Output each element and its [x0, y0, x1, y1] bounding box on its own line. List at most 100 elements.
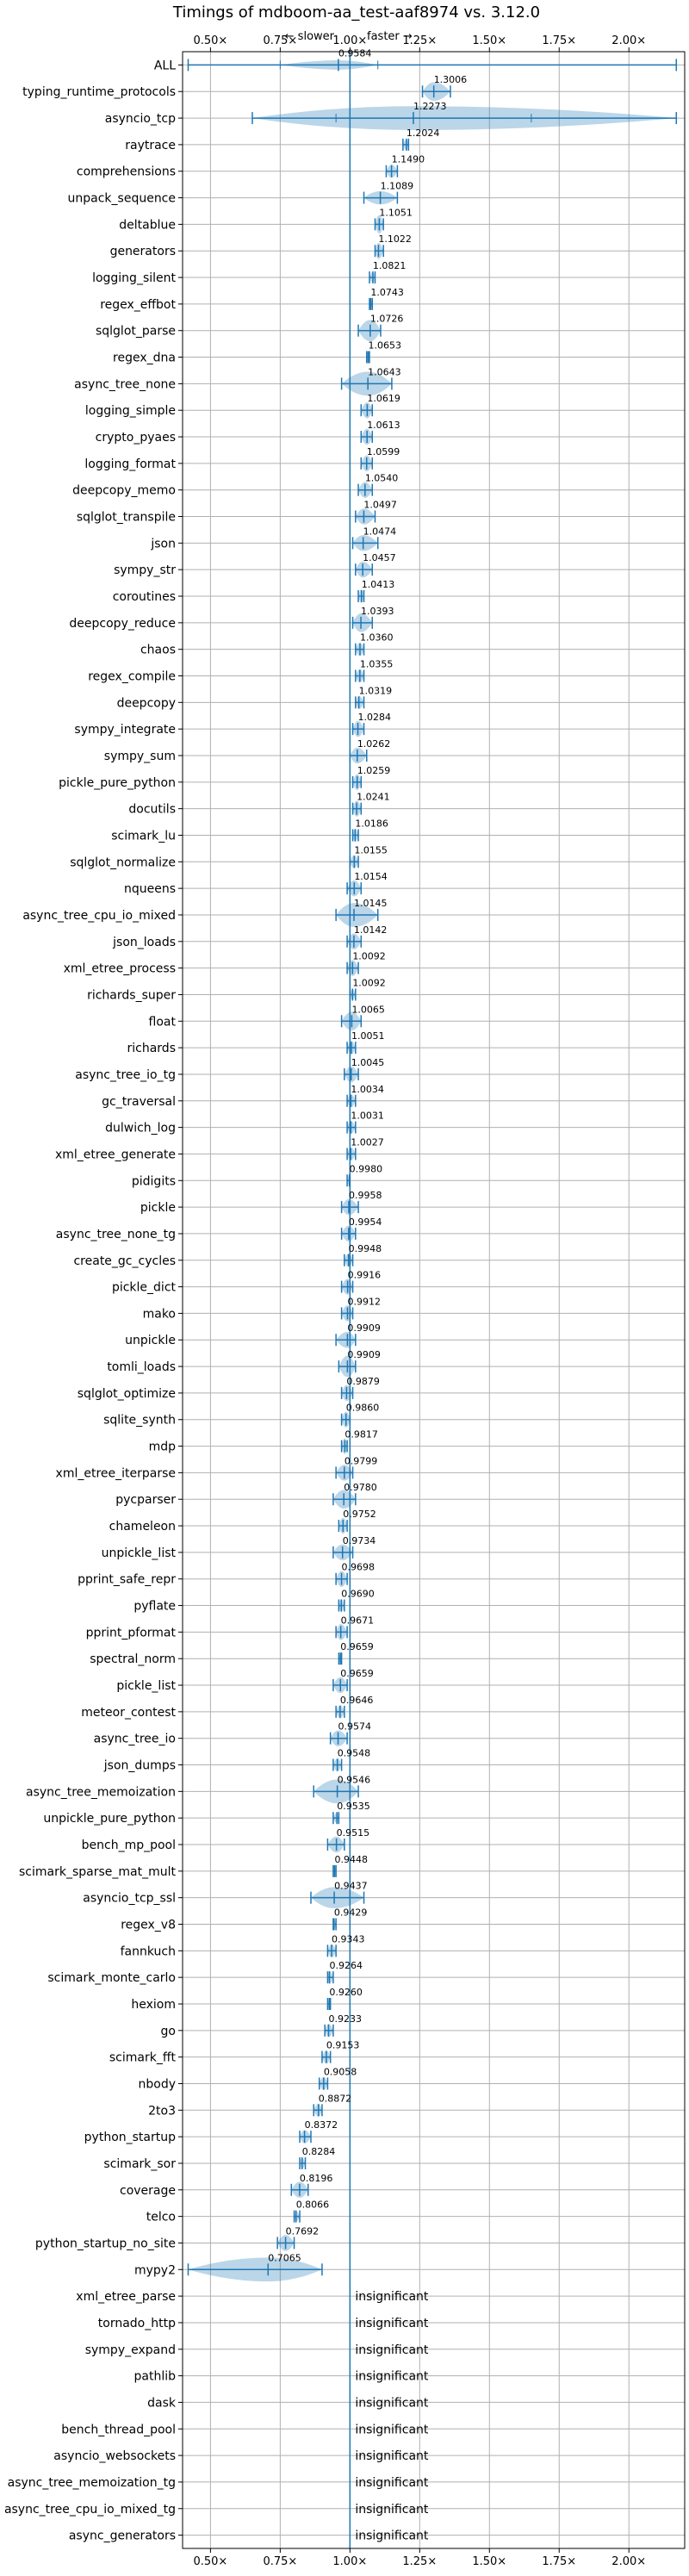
benchmark-label: deepcopy_memo — [72, 484, 176, 498]
value-label: 0.7692 — [286, 2225, 320, 2237]
benchmark-label: pidigits — [132, 1174, 176, 1188]
value-label: 1.0599 — [367, 446, 400, 457]
value-label: 0.9343 — [332, 1933, 365, 1944]
value-label: 0.9780 — [344, 1482, 377, 1493]
x-axis-top: 0.50× 0.75× 1.00× 1.25× 1.50× 1.75× 2.00× — [193, 34, 646, 52]
value-label: 1.0145 — [354, 898, 388, 909]
benchmark-label: regex_dna — [113, 352, 176, 365]
benchmark-label: json_loads — [112, 936, 176, 949]
benchmark-label: meteor_contest — [81, 1706, 176, 1720]
value-label: 0.9671 — [341, 1615, 375, 1626]
benchmark-label: typing_runtime_protocols — [22, 85, 176, 99]
benchmark-label: scimark_sparse_mat_mult — [19, 1865, 176, 1879]
value-label: 1.0355 — [360, 659, 394, 670]
value-label: 0.9659 — [340, 1641, 374, 1652]
benchmark-label: logging_silent — [92, 271, 176, 285]
value-label: 0.8284 — [302, 2146, 336, 2157]
benchmark-label: go — [161, 2025, 176, 2038]
value-label: 0.8872 — [319, 2093, 352, 2104]
value-label: 1.0497 — [363, 500, 397, 511]
benchmark-label: richards_super — [87, 988, 176, 1002]
value-label: 1.0393 — [361, 606, 394, 617]
benchmark-label: unpickle_list — [102, 1546, 177, 1560]
value-label: 1.0155 — [354, 844, 388, 856]
chart-title: Timings of mdboom-aa_test-aaf8974 vs. 3.… — [172, 3, 540, 22]
benchmark-label: mypy2 — [134, 2263, 176, 2277]
value-label: 1.0027 — [351, 1136, 384, 1148]
benchmark-label: dask — [147, 2396, 177, 2410]
value-label: 0.9264 — [329, 1960, 363, 1971]
value-label: 1.0413 — [362, 579, 395, 590]
plot-frame — [182, 51, 686, 2549]
benchmark-label: ALL — [154, 59, 176, 72]
benchmark-label: async_tree_io_tg — [75, 1068, 176, 1082]
x-tick-label-bottom: 1.25× — [402, 2555, 437, 2568]
value-label: 0.9954 — [349, 1216, 382, 1228]
benchmark-label: deltablue — [119, 218, 176, 232]
value-label: 0.9448 — [334, 1854, 368, 1865]
value-label: 0.9879 — [346, 1376, 380, 1387]
insignificant-label: insignificant — [355, 2449, 429, 2463]
benchmark-label: chameleon — [109, 1520, 176, 1534]
value-label: 0.9909 — [347, 1322, 381, 1334]
benchmark-label: python_startup_no_site — [35, 2237, 176, 2250]
benchmark-label: deepcopy — [117, 696, 176, 710]
benchmark-label: coroutines — [113, 590, 176, 604]
benchmark-label: bench_mp_pool — [82, 1839, 176, 1852]
grid-layer — [183, 52, 685, 2548]
benchmark-label: deepcopy_reduce — [69, 617, 176, 631]
x-tick-label-top: 1.00× — [332, 34, 367, 47]
benchmark-label: regex_effbot — [100, 298, 176, 312]
x-tick-label-bottom: 1.75× — [542, 2555, 576, 2568]
benchmark-label: pickle — [140, 1201, 176, 1215]
value-label: 0.8066 — [296, 2200, 330, 2211]
value-label: 1.0034 — [351, 1084, 384, 1095]
value-label: 1.1089 — [381, 181, 414, 192]
value-label: 1.0154 — [354, 871, 388, 882]
value-label: 1.0540 — [365, 473, 399, 484]
benchmark-label: richards — [127, 1042, 177, 1055]
value-label: 1.0726 — [370, 314, 404, 325]
value-label: 1.0092 — [352, 977, 386, 988]
x-tick-label-top: 1.25× — [402, 34, 437, 47]
value-label: 1.0031 — [351, 1111, 384, 1122]
insignificant-label: insignificant — [355, 2343, 429, 2357]
value-label: 0.9233 — [328, 2013, 362, 2025]
value-label: 0.9437 — [334, 1881, 368, 1892]
value-label: 1.0821 — [373, 260, 407, 271]
value-label: 1.0259 — [357, 765, 391, 776]
benchmark-label: unpack_sequence — [68, 192, 176, 206]
benchmark-label: pickle_pure_python — [59, 776, 176, 790]
benchmark-label: async_tree_memoization — [26, 1785, 176, 1799]
benchmark-label: crypto_pyaes — [96, 431, 176, 445]
benchmark-label: gc_traversal — [102, 1095, 176, 1109]
benchmark-label: pycparser — [115, 1493, 176, 1507]
benchmark-label: sqlglot_optimize — [78, 1387, 176, 1401]
benchmark-label: sympy_str — [114, 563, 176, 577]
insignificant-label: insignificant — [355, 2423, 429, 2436]
benchmark-label: xml_etree_parse — [76, 2290, 176, 2304]
benchmark-label: hexiom — [131, 1998, 176, 2012]
value-label: 1.0743 — [370, 287, 404, 298]
benchmark-label: nqueens — [124, 882, 176, 896]
benchmark-label: xml_etree_iterparse — [56, 1466, 176, 1480]
benchmark-label: pathlib — [134, 2370, 177, 2384]
benchmark-label: nbody — [139, 2077, 177, 2091]
value-label: 0.9916 — [348, 1270, 382, 1281]
value-label: 1.1022 — [378, 233, 412, 245]
benchmark-label: sqlglot_transpile — [77, 511, 176, 525]
x-tick-label-top: 1.75× — [542, 34, 576, 47]
value-label: 0.7065 — [268, 2252, 301, 2263]
value-label: 1.0360 — [360, 632, 394, 644]
insignificant-label: insignificant — [355, 2317, 429, 2330]
value-label: 0.8196 — [300, 2173, 333, 2184]
violin-marks: 0.9584 1.3006 1.2273 1.2024 1.1490 1.1089 1.10… — [187, 47, 678, 2548]
value-label: 0.8372 — [305, 2119, 338, 2131]
benchmark-label: unpickle — [125, 1334, 176, 1347]
benchmark-label: logging_simple — [85, 404, 176, 418]
benchmark-label: async_tree_none_tg — [56, 1228, 176, 1241]
benchmark-label: async_tree_memoization_tg — [8, 2476, 176, 2490]
benchmark-label: scimark_lu — [111, 829, 176, 843]
value-label: 1.0045 — [351, 1057, 385, 1068]
value-label: 0.9948 — [349, 1243, 382, 1254]
